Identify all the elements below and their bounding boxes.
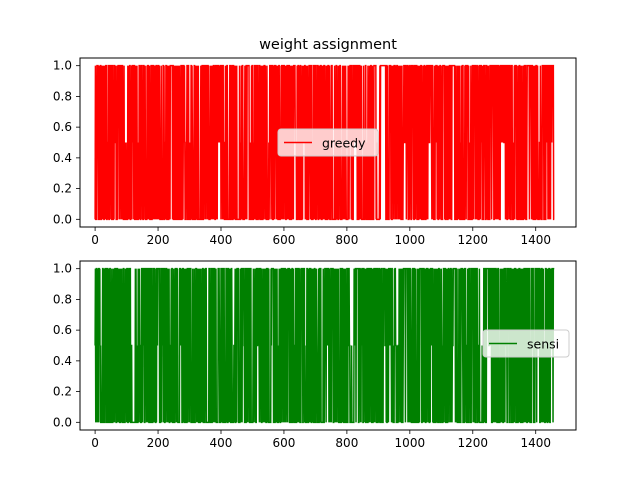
- y-tick-label: 0.8: [53, 292, 72, 306]
- x-tick-label: 1200: [457, 233, 488, 247]
- y-tick-label: 0.0: [53, 212, 72, 226]
- y-tick-label: 0.8: [53, 89, 72, 103]
- axes-frame-greedy: [79, 57, 577, 228]
- y-tick-label: 0.2: [53, 385, 72, 399]
- legend-box: [482, 329, 570, 358]
- x-tick-label: 1000: [395, 233, 426, 247]
- x-tick-label: 400: [210, 436, 233, 450]
- plot-area-sensi: [94, 267, 555, 424]
- chart-title: weight assignment: [259, 37, 397, 53]
- axes-frame-sensi: [79, 260, 577, 431]
- legend-sensi: sensi: [482, 329, 570, 358]
- y-tick-label: 0.6: [53, 323, 72, 337]
- legend-label-sensi: sensi: [527, 337, 559, 352]
- legend-greedy: greedy: [277, 128, 379, 157]
- x-tick-label: 1200: [457, 436, 488, 450]
- legend-box: [277, 128, 379, 157]
- x-tick-label: 600: [272, 233, 295, 247]
- x-tick-label: 200: [147, 233, 170, 247]
- y-tick-label: 1.0: [53, 262, 72, 276]
- y-tick-label: 0.2: [53, 182, 72, 196]
- x-tick-label: 800: [335, 436, 358, 450]
- x-axis-greedy: 0 200 400 600 800 1000 1200 1400: [91, 227, 551, 247]
- y-tick-label: 0.4: [53, 151, 72, 165]
- y-axis-greedy: 0.0 0.2 0.4 0.6 0.8 1.0: [53, 59, 80, 226]
- subplot-greedy: 0 200 400 600 800 1000 1200 1400 0.00.20.40.60.…: [53, 57, 577, 247]
- series-line-sensi: [94, 267, 555, 424]
- x-tick-label: 600: [272, 436, 295, 450]
- subplot-sensi: 0 200 400 600 800 1000 1200 1400 0.00.20.40.60.…: [53, 260, 577, 450]
- x-tick-label: 1400: [520, 233, 551, 247]
- y-tick-label: 1.0: [53, 59, 72, 73]
- x-tick-label: 400: [210, 233, 233, 247]
- x-tick-label: 1000: [395, 436, 426, 450]
- x-tick-label: 0: [91, 436, 99, 450]
- x-tick-label: 800: [335, 233, 358, 247]
- y-tick-label: 0.0: [53, 415, 72, 429]
- x-tick-label: 1400: [520, 436, 551, 450]
- y-axis-sensi: 0.0 0.2 0.4 0.6 0.8 1.0: [53, 262, 80, 429]
- x-tick-label: 200: [147, 436, 170, 450]
- x-tick-label: 0: [91, 233, 99, 247]
- legend-label-greedy: greedy: [322, 136, 366, 151]
- x-axis-sensi: 0 200 400 600 800 1000 1200 1400: [91, 430, 551, 450]
- y-tick-label: 0.6: [53, 120, 72, 134]
- y-tick-label: 0.4: [53, 354, 72, 368]
